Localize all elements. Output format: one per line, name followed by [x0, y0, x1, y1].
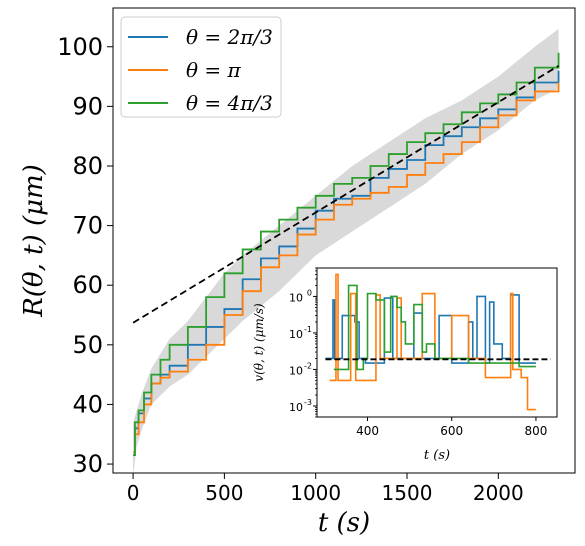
inset-y-tick-exponent: -3	[304, 398, 312, 407]
y-tick-label: 50	[72, 331, 103, 359]
inset-y-tick-label: 10	[289, 291, 303, 304]
inset-y-tick-exponent: 0	[307, 288, 312, 297]
legend: θ = 2π/3 θ = π θ = 4π/3	[120, 16, 282, 118]
series-line-2	[133, 82, 560, 454]
x-tick-label: 0	[127, 481, 140, 505]
inset-background	[317, 268, 557, 417]
y-tick-label: 30	[72, 450, 103, 478]
y-axis-title: R(θ, t) (μm)	[19, 164, 49, 318]
x-tick-label: 1500	[382, 481, 433, 505]
y-tick-label: 70	[72, 212, 103, 240]
inset-frame	[316, 267, 558, 418]
legend-label-3: θ = 4π/3	[186, 91, 273, 115]
x-tick-label: 2000	[473, 481, 524, 505]
x-axis-title: t (s)	[318, 508, 370, 538]
y-tick-label: 90	[72, 92, 103, 120]
y-tick-label: 100	[57, 33, 103, 61]
legend-label-2: θ = π	[186, 58, 242, 82]
inset-x-tick-label: 400	[356, 424, 379, 438]
y-tick-label: 60	[72, 271, 103, 299]
reference-line	[132, 65, 560, 324]
inset-y-tick-exponent: -2	[304, 361, 312, 370]
y-tick-label: 40	[72, 390, 103, 418]
series-line-3	[133, 52, 560, 457]
inset-y-tick-exponent: -1	[304, 325, 312, 334]
inset-y-axis-title: v(θ, t) (μm/s)	[252, 303, 266, 382]
inset-y-tick-label: 10	[289, 401, 303, 414]
x-tick-label: 500	[205, 481, 243, 505]
inset-y-tick-label: 10	[289, 364, 303, 377]
legend-label-1: θ = 2π/3	[186, 25, 273, 49]
x-tick-label: 1000	[290, 481, 341, 505]
confidence-band	[133, 28, 559, 476]
legend-box	[120, 16, 282, 118]
inset-y-tick-label: 10	[289, 328, 303, 341]
inset-x-tick-label: 800	[524, 424, 547, 438]
inset-x-axis-title: t (s)	[424, 448, 450, 463]
inset-x-tick-label: 600	[440, 424, 463, 438]
y-tick-label: 80	[72, 152, 103, 180]
plot-frame	[112, 7, 576, 474]
